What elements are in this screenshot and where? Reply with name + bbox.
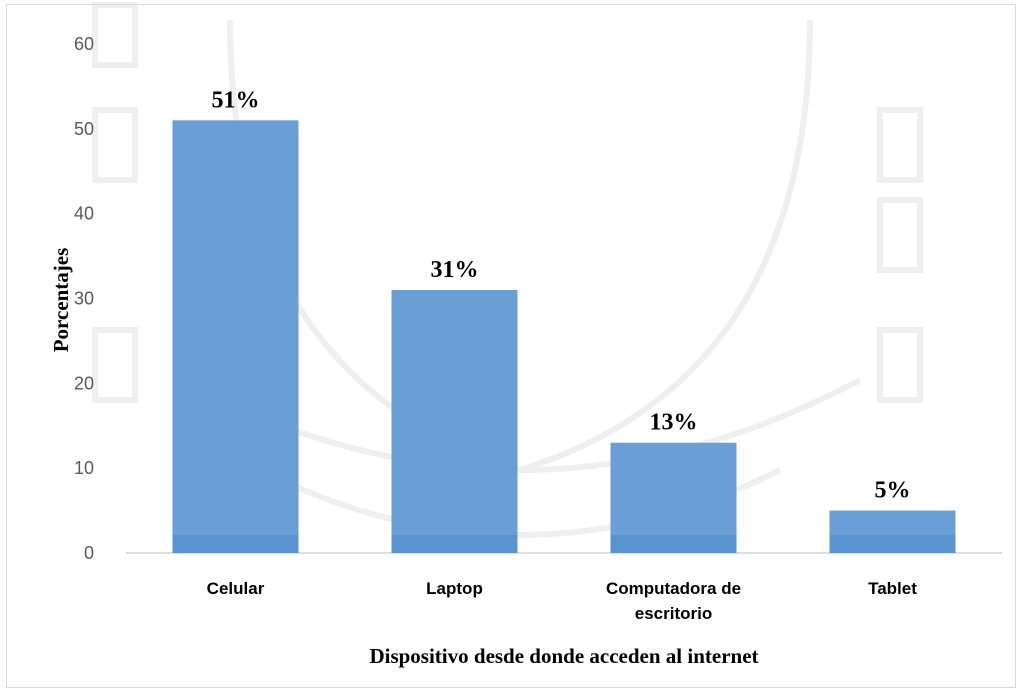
bar-base-band bbox=[829, 535, 956, 553]
data-label: 31% bbox=[431, 257, 479, 283]
data-labels: 51% 31% 13% 5% bbox=[212, 87, 911, 503]
bar bbox=[172, 120, 299, 553]
y-tick-label: 50 bbox=[74, 119, 94, 139]
bar bbox=[610, 442, 737, 553]
y-tick-label: 30 bbox=[74, 289, 94, 309]
data-label: 5% bbox=[875, 478, 911, 504]
y-tick-label: 20 bbox=[74, 373, 94, 393]
bar-base-band bbox=[391, 535, 518, 553]
bar-base-band bbox=[610, 535, 737, 553]
bars bbox=[172, 120, 956, 553]
x-axis-title: Dispositivo desde donde acceden al inter… bbox=[369, 644, 758, 668]
y-tick-label: 60 bbox=[74, 34, 94, 54]
bar-base-band bbox=[172, 535, 299, 553]
x-tick-label: Celular bbox=[207, 579, 265, 598]
x-tick-label: Tablet bbox=[868, 579, 917, 598]
y-tick-label: 40 bbox=[74, 204, 94, 224]
data-label: 13% bbox=[650, 410, 698, 436]
y-axis-ticks: 0 10 20 30 40 50 60 bbox=[74, 34, 94, 563]
x-axis-tick-labels: Celular Laptop Computadora de escritorio Tab… bbox=[207, 579, 918, 623]
y-axis-title: Porcentajes bbox=[49, 248, 73, 353]
y-tick-label: 0 bbox=[84, 543, 94, 563]
x-tick-label: Computadora de escritorio bbox=[606, 579, 741, 623]
x-tick-label: Laptop bbox=[426, 579, 483, 598]
bar bbox=[391, 290, 518, 553]
y-tick-label: 10 bbox=[74, 458, 94, 478]
data-label: 51% bbox=[212, 87, 260, 113]
